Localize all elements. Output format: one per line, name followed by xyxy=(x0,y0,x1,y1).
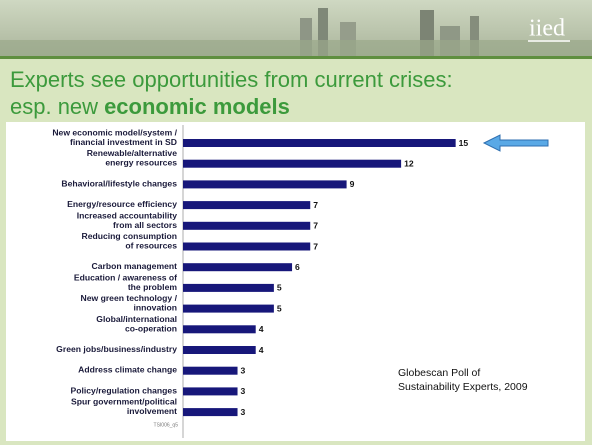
category-label-line: Reducing consumption xyxy=(82,231,177,241)
value-label: 9 xyxy=(350,179,355,189)
category-label: Spur government/political involvement xyxy=(71,397,177,417)
category-label-line: financial investment in SD xyxy=(70,137,177,147)
category-label-line: Renewable/alternative xyxy=(87,148,177,158)
value-label: 5 xyxy=(277,303,282,313)
category-label: Reducing consumption of resources xyxy=(82,231,178,251)
category-label-line: New green technology / xyxy=(81,293,178,303)
category-label-line: energy resources xyxy=(105,158,177,168)
value-label: 7 xyxy=(313,221,318,231)
category-label-line: Education / awareness of xyxy=(74,273,177,283)
category-label: Increased accountability from all sectors xyxy=(77,211,178,231)
bar xyxy=(183,159,402,168)
value-label: 3 xyxy=(241,386,246,396)
bar xyxy=(183,242,311,251)
value-label: 15 xyxy=(459,138,469,148)
bar xyxy=(183,139,456,147)
value-label: 3 xyxy=(241,407,246,417)
category-label: Behavioral/lifestyle changes xyxy=(61,179,177,189)
category-label: Policy/regulation changes xyxy=(71,386,178,396)
category-label: New economic model/system / financial inv… xyxy=(52,128,177,148)
category-label-line: of resources xyxy=(125,241,177,251)
annotation: Globescan Poll of xyxy=(398,367,480,379)
category-label: Green jobs/business/industry xyxy=(56,344,177,354)
category-label-line: involvement xyxy=(127,406,177,416)
category-label: Carbon management xyxy=(92,261,178,271)
category-label-line: Address climate change xyxy=(78,365,177,375)
bar xyxy=(183,180,347,189)
category-label: Education / awareness of the problem xyxy=(74,273,178,293)
title-line-2: esp. new economic models xyxy=(10,94,290,119)
category-label-line: New economic model/system / xyxy=(52,128,177,138)
annotation: Sustainability Experts, 2009 xyxy=(398,381,528,393)
chart-panel xyxy=(6,122,585,441)
bar xyxy=(183,201,311,210)
category-label-line: Increased accountability xyxy=(77,211,178,221)
banner xyxy=(0,0,592,59)
category-label: Energy/resource efficiency xyxy=(67,199,177,209)
value-label: 4 xyxy=(259,324,264,334)
category-label-line: Green jobs/business/industry xyxy=(56,344,177,354)
bar xyxy=(183,366,238,375)
value-label: 4 xyxy=(259,345,264,355)
category-label-line: Carbon management xyxy=(92,261,178,271)
category-label-line: from all sectors xyxy=(113,220,177,230)
category-label-line: Behavioral/lifestyle changes xyxy=(61,179,177,189)
bar xyxy=(183,408,238,417)
bar xyxy=(183,283,274,292)
value-label: 12 xyxy=(404,158,414,168)
category-label-line: Energy/resource efficiency xyxy=(67,199,177,209)
title-line-1: Experts see opportunities from current c… xyxy=(10,67,453,92)
value-label: 7 xyxy=(313,200,318,210)
category-label-line: co-operation xyxy=(125,324,177,334)
bar xyxy=(183,221,311,230)
category-label-line: Spur government/political xyxy=(71,397,177,407)
bar xyxy=(183,325,256,334)
title-text: esp. new xyxy=(10,94,98,119)
category-label: Address climate change xyxy=(78,365,177,375)
category-label: Global/international co-operation xyxy=(96,314,177,334)
footnote: TSI006_q5 xyxy=(154,422,179,428)
category-label: Renewable/alternative energy resources xyxy=(87,148,177,168)
category-label-line: Global/international xyxy=(96,314,177,324)
value-label: 3 xyxy=(241,365,246,375)
category-label: New green technology / innovation xyxy=(81,293,178,313)
bar xyxy=(183,387,238,396)
category-label-line: innovation xyxy=(134,303,177,313)
category-label-line: Policy/regulation changes xyxy=(71,386,178,396)
title-bold: economic models xyxy=(104,94,290,119)
value-label: 7 xyxy=(313,241,318,251)
bar xyxy=(183,346,256,354)
bar xyxy=(183,304,274,313)
bar xyxy=(183,263,293,272)
highlight-arrow xyxy=(482,134,549,152)
logo: iied xyxy=(529,16,565,42)
value-label: 6 xyxy=(295,262,300,272)
category-label-line: the problem xyxy=(128,282,178,292)
value-label: 5 xyxy=(277,283,282,293)
